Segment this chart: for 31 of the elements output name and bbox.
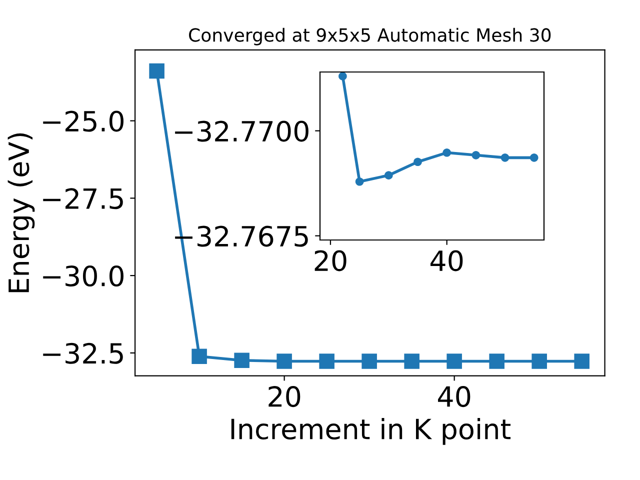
point [442,148,452,157]
chart-title: Converged at 9x5x5 Automatic Mesh 30 [189,28,551,46]
point [574,354,590,369]
y-tick-label: −27.5 [43,188,123,210]
y-axis-title: Energy (eV) [8,133,35,292]
point [530,154,538,162]
point [472,150,480,160]
point [384,171,393,180]
y-tick-label: −32.7700 [175,120,308,142]
point [362,354,377,369]
point [338,72,347,80]
y-tick-label: −25.0 [43,110,124,132]
x-tick-label: 40 [430,250,463,272]
point [489,354,504,369]
y-tick-label: −30.0 [43,265,124,287]
point [414,158,422,166]
x-tick-label: 20 [314,250,346,272]
y-tick-label: −32.5 [43,342,123,364]
point [532,354,547,369]
x-tick-label: 20 [268,386,300,408]
point [276,354,292,369]
point [234,352,250,368]
point [404,354,420,369]
point [355,177,364,186]
point [149,63,164,79]
point [319,354,334,369]
point [500,154,510,162]
x-tick-label: 40 [438,386,470,408]
point [446,354,462,369]
x-axis-title: Increment in K point [231,418,510,445]
point [192,348,207,364]
